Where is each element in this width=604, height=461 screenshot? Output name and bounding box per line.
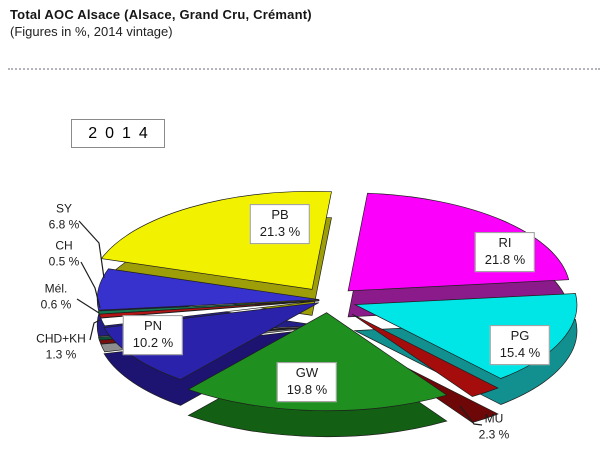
year-label-box: 2014: [71, 119, 165, 148]
label-leader-line: [89, 319, 101, 341]
label-leader-line: [76, 298, 100, 314]
label-leader-line: [459, 405, 483, 426]
pie-slice-top: [347, 192, 570, 292]
pie-slice-top: [351, 313, 499, 397]
pie-slice-top: [187, 312, 448, 412]
label-leader-line: [78, 220, 105, 279]
dotted-separator: [8, 68, 600, 70]
chart-title: Total AOC Alsace (Alsace, Grand Cru, Cré…: [10, 7, 312, 22]
pie-slice-top: [96, 268, 320, 311]
label-leader-line: [80, 261, 101, 309]
chart-subtitle: (Figures in %, 2014 vintage): [10, 24, 173, 39]
chart-header: Total AOC Alsace (Alsace, Grand Cru, Cré…: [10, 7, 312, 39]
